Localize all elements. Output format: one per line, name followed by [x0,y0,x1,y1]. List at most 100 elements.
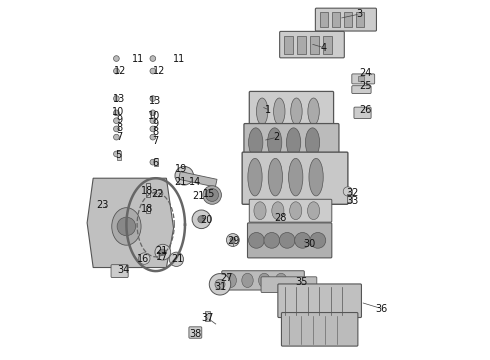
Circle shape [175,166,194,185]
Text: 9: 9 [152,118,158,129]
Bar [146,183,150,197]
FancyBboxPatch shape [249,91,334,133]
FancyBboxPatch shape [242,152,348,204]
Text: 10: 10 [148,111,160,121]
Bar [284,36,293,54]
Circle shape [343,187,352,196]
Circle shape [114,134,119,140]
Ellipse shape [203,186,221,204]
Text: 13: 13 [113,94,125,104]
Text: 30: 30 [303,239,316,249]
Text: 8: 8 [152,127,158,137]
Polygon shape [87,178,173,267]
FancyBboxPatch shape [261,277,317,293]
Ellipse shape [308,98,319,125]
Circle shape [230,237,236,243]
FancyBboxPatch shape [189,327,202,338]
Text: 4: 4 [320,43,327,53]
Circle shape [248,233,264,248]
FancyBboxPatch shape [247,223,332,258]
Text: 21: 21 [174,177,187,187]
Ellipse shape [309,158,323,196]
Text: 11: 11 [132,54,144,64]
Text: 2: 2 [273,132,280,142]
Bar [297,36,306,54]
Ellipse shape [287,128,301,157]
Text: 22: 22 [151,189,164,199]
Ellipse shape [248,158,262,196]
Text: 38: 38 [189,329,201,339]
Text: 25: 25 [360,81,372,91]
Ellipse shape [268,128,282,157]
Text: 8: 8 [116,123,122,133]
Circle shape [150,96,156,102]
Circle shape [114,96,119,102]
Text: 15: 15 [203,189,216,199]
Ellipse shape [305,128,319,157]
Bar [344,13,352,27]
Circle shape [139,253,150,264]
FancyBboxPatch shape [281,312,358,346]
FancyBboxPatch shape [354,107,371,118]
Text: 31: 31 [214,282,226,292]
Bar [356,13,364,27]
Circle shape [310,233,326,248]
Circle shape [114,126,119,132]
Circle shape [150,118,156,123]
Circle shape [215,279,225,289]
Text: 17: 17 [156,252,168,262]
FancyBboxPatch shape [280,31,344,58]
Ellipse shape [256,98,268,125]
Text: 5: 5 [115,150,122,160]
FancyBboxPatch shape [352,74,375,84]
Ellipse shape [268,158,283,196]
Text: 34: 34 [118,265,130,275]
Text: 19: 19 [174,164,187,174]
Text: 18: 18 [141,204,153,214]
Bar [320,13,328,27]
Text: 21: 21 [193,191,205,201]
Text: 24: 24 [360,68,372,78]
Ellipse shape [290,202,302,220]
FancyBboxPatch shape [244,123,339,161]
Text: 9: 9 [116,115,122,125]
Bar [146,206,150,213]
Circle shape [114,56,119,62]
Circle shape [206,189,219,202]
Text: 12: 12 [153,66,166,76]
Circle shape [114,118,119,123]
FancyBboxPatch shape [111,265,128,278]
Circle shape [209,274,231,295]
Text: 7: 7 [116,132,122,142]
Text: 18: 18 [141,186,153,196]
Text: 7: 7 [152,136,158,147]
Ellipse shape [248,128,263,157]
Circle shape [169,252,184,266]
Text: 14: 14 [189,177,201,187]
FancyBboxPatch shape [278,284,362,318]
Text: 37: 37 [201,312,214,323]
Ellipse shape [272,202,284,220]
Circle shape [117,217,136,236]
Ellipse shape [289,158,303,196]
Ellipse shape [242,273,253,288]
Circle shape [150,126,156,132]
Text: 27: 27 [220,273,233,283]
Bar [332,13,340,27]
Text: 13: 13 [149,96,161,107]
Text: 21: 21 [155,247,167,256]
Circle shape [150,56,156,62]
Ellipse shape [259,273,270,288]
Circle shape [150,134,156,140]
FancyBboxPatch shape [222,271,304,290]
Circle shape [264,233,280,248]
Circle shape [192,210,211,229]
Circle shape [198,216,205,223]
Text: 32: 32 [346,188,358,198]
Circle shape [150,110,156,116]
Text: 28: 28 [274,212,287,222]
Text: 35: 35 [295,277,308,287]
Bar [322,36,332,54]
Ellipse shape [291,98,302,125]
Text: 11: 11 [173,54,185,64]
